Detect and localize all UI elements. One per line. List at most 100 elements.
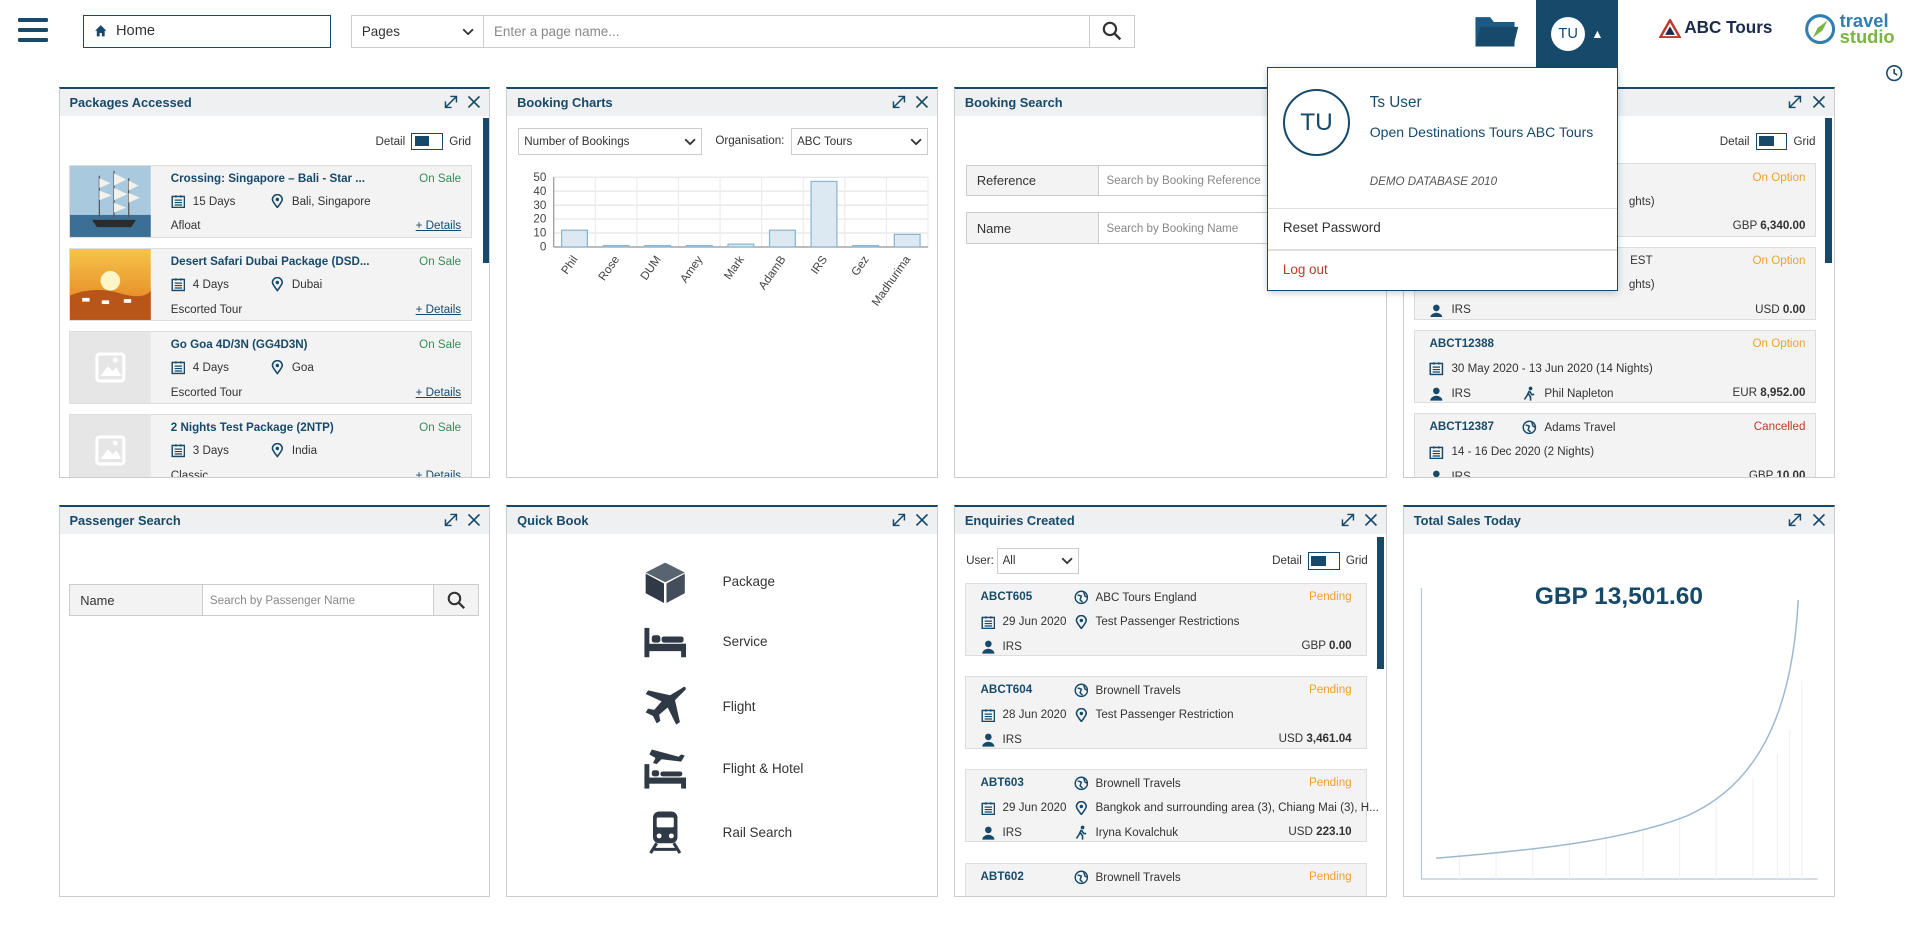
reset-password-item[interactable]: Reset Password <box>1282 219 1381 235</box>
quick-book-flight[interactable]: Flight <box>642 683 756 729</box>
pages-select[interactable]: Pages <box>351 14 485 48</box>
abc-tours-logo: ABC Tours <box>1658 18 1772 39</box>
details-link[interactable]: + Details <box>415 219 462 233</box>
organisation-value: ABC Tours <box>797 134 853 148</box>
traveller-icon <box>1075 825 1086 840</box>
close-icon[interactable] <box>466 94 482 110</box>
booking-card[interactable]: ABCT12388 On Option 30 May 2020 - 13 Jun… <box>1413 329 1817 404</box>
metric-select[interactable]: Number of Bookings <box>518 127 702 155</box>
detail-label: Detail <box>1272 554 1302 568</box>
enquiry-card[interactable]: ABCT605 ABC Tours England Pending 29 Jun… <box>964 583 1368 657</box>
amount-currency: USD <box>1755 302 1780 316</box>
grid-label: Grid <box>449 134 472 148</box>
scrollbar[interactable] <box>1824 118 1833 263</box>
expand-icon[interactable] <box>891 512 907 528</box>
package-name[interactable]: Desert Safari Dubai Package (DSD... <box>170 254 370 268</box>
organisation-select[interactable]: ABC Tours <box>791 127 929 155</box>
scrollbar[interactable] <box>482 118 490 263</box>
close-icon[interactable] <box>914 512 930 528</box>
booking-card[interactable]: ABCT12387 Adams Travel Cancelled 14 - 16… <box>1413 412 1817 479</box>
package-card[interactable]: Desert Safari Dubai Package (DSD... On S… <box>69 247 472 322</box>
booking-ref[interactable]: ABCT12388 <box>1429 336 1494 350</box>
y-tick-label: 0 <box>540 240 546 253</box>
close-icon[interactable] <box>1811 94 1827 110</box>
expand-icon[interactable] <box>443 512 459 528</box>
enquiry-location: Test Passenger Restrictions <box>1095 615 1240 629</box>
enquiry-ref[interactable]: ABT603 <box>980 776 1024 790</box>
location-pin-icon <box>271 276 283 292</box>
passenger-name-input[interactable]: Search by Passenger Name <box>202 585 433 616</box>
expand-icon[interactable] <box>1787 512 1803 528</box>
package-name[interactable]: 2 Nights Test Package (2NTP) <box>170 421 334 435</box>
booking-name-field[interactable]: Name Search by Booking Name <box>966 212 1382 245</box>
travel-studio-line1: travel <box>1839 10 1889 32</box>
booking-user: IRS <box>1451 469 1471 479</box>
enquiry-card[interactable]: ABCT604 Brownell Travels Pending 28 Jun … <box>964 675 1368 750</box>
view-toggle[interactable]: Detail Grid <box>1272 552 1368 570</box>
close-icon[interactable] <box>466 512 482 528</box>
scrollbar[interactable] <box>1377 536 1385 669</box>
enquiry-ref[interactable]: ABCT605 <box>980 590 1033 604</box>
chevron-down-icon <box>1061 557 1073 565</box>
view-toggle[interactable]: Detail Grid <box>1720 132 1815 150</box>
database-name: DEMO DATABASE 2010 <box>1369 174 1498 188</box>
bar <box>644 244 672 248</box>
package-name[interactable]: Go Goa 4D/3N (GG4D3N) <box>170 338 308 352</box>
passenger-name-field[interactable]: Name Search by Passenger Name <box>69 584 434 617</box>
package-card[interactable]: Go Goa 4D/3N (GG4D3N) On Sale 4 Days Goa… <box>69 331 472 405</box>
logout-item[interactable]: Log out <box>1282 261 1328 277</box>
booking-dates: ghts) <box>1628 195 1655 209</box>
amount-value: 0.00 <box>1782 302 1806 316</box>
page-search-button[interactable] <box>1088 14 1136 48</box>
expand-icon[interactable] <box>1340 512 1356 528</box>
user-menu-button[interactable]: TU ▲ <box>1536 0 1619 69</box>
user-icon <box>1430 387 1443 401</box>
hamburger-menu-icon[interactable] <box>18 18 48 42</box>
enquiry-ref[interactable]: ABT602 <box>980 870 1024 884</box>
details-link[interactable]: + Details <box>415 302 462 316</box>
enquiry-card[interactable]: ABT602 Brownell Travels Pending <box>964 863 1368 896</box>
package-name[interactable]: Crossing: Singapore – Bali - Star ... <box>170 171 365 185</box>
expand-icon[interactable] <box>891 94 907 110</box>
quick-book-package[interactable]: Package <box>642 559 775 605</box>
detail-grid-switch[interactable] <box>1307 552 1340 570</box>
view-toggle[interactable]: Detail Grid <box>376 132 472 150</box>
calendar-icon <box>981 615 995 629</box>
x-tick-label: AdamB <box>756 253 789 292</box>
expand-icon[interactable] <box>443 94 459 110</box>
enquiries-created-panel: Enquiries Created User: All Detail Grid … <box>954 505 1388 897</box>
detail-grid-switch[interactable] <box>1755 132 1788 150</box>
x-tick-label: Amey <box>678 253 706 285</box>
close-icon[interactable] <box>1811 512 1827 528</box>
quick-book-label: Service <box>722 634 768 650</box>
passenger-search-button[interactable] <box>432 584 480 617</box>
page-search-input[interactable]: Enter a page name... <box>483 14 1090 48</box>
home-label: Home <box>115 23 156 40</box>
package-card[interactable]: 2 Nights Test Package (2NTP) On Sale 3 D… <box>69 414 472 479</box>
user-organisation: Open Destinations Tours ABC Tours <box>1369 124 1594 141</box>
user-filter-select[interactable]: All <box>996 547 1079 575</box>
package-card[interactable]: Crossing: Singapore – Bali - Star ... On… <box>69 164 472 239</box>
agency-globe-icon <box>1074 776 1088 791</box>
detail-grid-switch[interactable] <box>411 132 444 150</box>
quick-book-service[interactable]: Service <box>642 623 767 660</box>
close-icon[interactable] <box>914 94 930 110</box>
folder-icon[interactable] <box>1473 11 1519 50</box>
enquiry-ref[interactable]: ABCT604 <box>980 683 1033 697</box>
organisation-label: Organisation: <box>715 134 785 148</box>
details-link[interactable]: + Details <box>415 385 462 399</box>
enquiry-status: Pending <box>1309 776 1352 790</box>
booking-ref[interactable]: ABCT12387 <box>1429 420 1494 434</box>
panel-title: Total Sales Today <box>1404 507 1834 535</box>
quick-book-rail[interactable]: Rail Search <box>642 809 792 855</box>
home-breadcrumb[interactable]: Home <box>83 14 332 48</box>
details-link[interactable]: + Details <box>415 469 462 479</box>
quick-book-flight-hotel[interactable]: Flight & Hotel <box>642 747 803 791</box>
enquiry-card[interactable]: ABT603 Brownell Travels Pending 29 Jun 2… <box>964 768 1379 843</box>
close-icon[interactable] <box>1363 512 1379 528</box>
x-tick-label: Rose <box>596 253 622 283</box>
expand-icon[interactable] <box>1787 94 1803 110</box>
package-location: Bali, Singapore <box>291 194 371 208</box>
calendar-icon <box>171 444 185 458</box>
clock-icon[interactable] <box>1885 64 1903 82</box>
